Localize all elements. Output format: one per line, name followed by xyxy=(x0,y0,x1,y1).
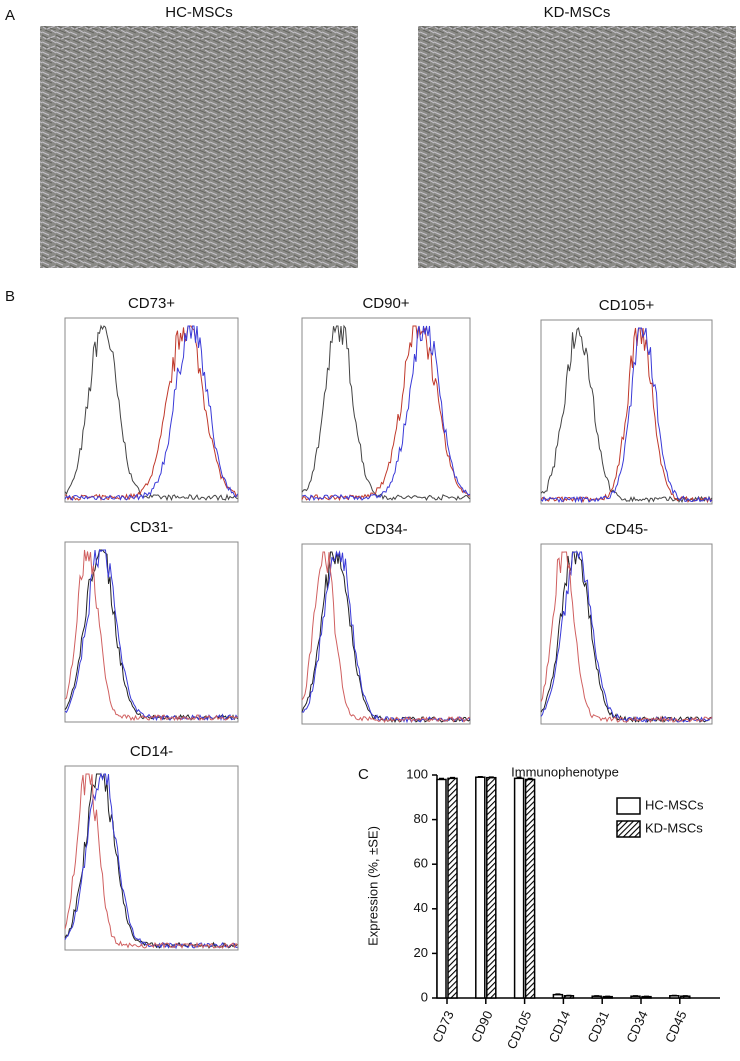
histogram-curve xyxy=(540,551,713,723)
histogram-curve xyxy=(64,549,238,721)
error-bar xyxy=(450,776,455,779)
histogram-curve xyxy=(540,327,713,504)
bar xyxy=(486,776,497,999)
y-tick-label: 0 xyxy=(421,989,428,1004)
histogram-frame xyxy=(540,319,713,505)
image-title: KD-MSCs xyxy=(544,4,611,21)
histogram-curve xyxy=(64,324,238,502)
histogram-frame xyxy=(540,543,713,725)
histogram-curve xyxy=(540,550,713,724)
micrograph xyxy=(40,26,358,268)
histogram-curve xyxy=(64,325,238,501)
histogram-curve xyxy=(540,327,713,504)
bar xyxy=(563,995,575,999)
error-bar xyxy=(527,777,533,780)
bar xyxy=(591,995,602,999)
histogram-frame xyxy=(64,541,239,723)
x-tick-label: CD34 xyxy=(623,1008,651,1044)
histogram-curve xyxy=(64,549,238,722)
histogram-title: CD31- xyxy=(130,519,173,536)
x-tick-label: CD45 xyxy=(662,1008,690,1044)
micrograph xyxy=(418,26,736,268)
histogram-curve xyxy=(64,548,238,722)
y-axis-label: Expression (%, ±SE) xyxy=(365,826,380,946)
y-tick-label: 40 xyxy=(414,900,428,915)
histogram-title: CD90+ xyxy=(362,295,409,312)
bar xyxy=(513,777,525,999)
histogram-frame xyxy=(301,317,471,503)
y-tick-label: 100 xyxy=(406,766,428,781)
legend-label: KD-MSCs xyxy=(645,820,703,835)
bar xyxy=(447,777,458,999)
legend-swatch xyxy=(616,797,641,815)
x-tick-label: CD90 xyxy=(468,1008,496,1044)
histogram-title: CD14- xyxy=(130,743,173,760)
bar xyxy=(630,995,641,999)
histogram-curve xyxy=(301,325,471,502)
error-bar xyxy=(516,776,522,779)
histogram-curve xyxy=(64,772,238,950)
image-title: HC-MSCs xyxy=(165,4,233,21)
panel-label: B xyxy=(5,288,15,305)
histogram-title: CD45- xyxy=(605,521,648,538)
histogram-title: CD105+ xyxy=(599,297,655,314)
bar xyxy=(524,778,536,999)
bar xyxy=(602,995,613,999)
histogram-curve xyxy=(64,325,238,502)
histogram-frame xyxy=(64,765,239,951)
histogram-curve xyxy=(301,551,471,723)
histogram-curve xyxy=(64,773,238,949)
x-tick-label: CD73 xyxy=(429,1008,457,1044)
bar xyxy=(475,776,486,999)
histogram-curve xyxy=(64,773,238,950)
histogram-frame xyxy=(301,543,471,725)
bar xyxy=(641,995,652,999)
histogram-curve xyxy=(301,550,471,724)
error-bar xyxy=(477,775,483,778)
legend-swatch xyxy=(616,820,641,838)
error-bar xyxy=(488,776,494,778)
panel-label: C xyxy=(358,766,369,783)
histogram-title: CD34- xyxy=(364,521,407,538)
x-tick-label: CD31 xyxy=(584,1008,612,1044)
histogram-curve xyxy=(301,324,471,501)
bar xyxy=(436,778,447,999)
histogram-curve xyxy=(301,551,471,724)
bar xyxy=(669,995,680,999)
chart-title: Immunophenotype xyxy=(511,764,619,779)
y-tick-label: 20 xyxy=(414,945,428,960)
y-tick-label: 80 xyxy=(414,811,428,826)
error-bar xyxy=(555,993,561,995)
panel-label: A xyxy=(5,7,15,24)
x-tick-label: CD105 xyxy=(504,1008,535,1051)
y-tick-label: 60 xyxy=(414,856,428,871)
histogram-curve xyxy=(301,325,471,502)
bar xyxy=(680,995,691,999)
histogram-title: CD73+ xyxy=(128,295,175,312)
legend-label: HC-MSCs xyxy=(645,797,704,812)
x-tick-label: CD14 xyxy=(546,1008,574,1044)
histogram-frame xyxy=(64,317,239,503)
bar xyxy=(552,993,564,999)
error-bar xyxy=(439,777,444,780)
